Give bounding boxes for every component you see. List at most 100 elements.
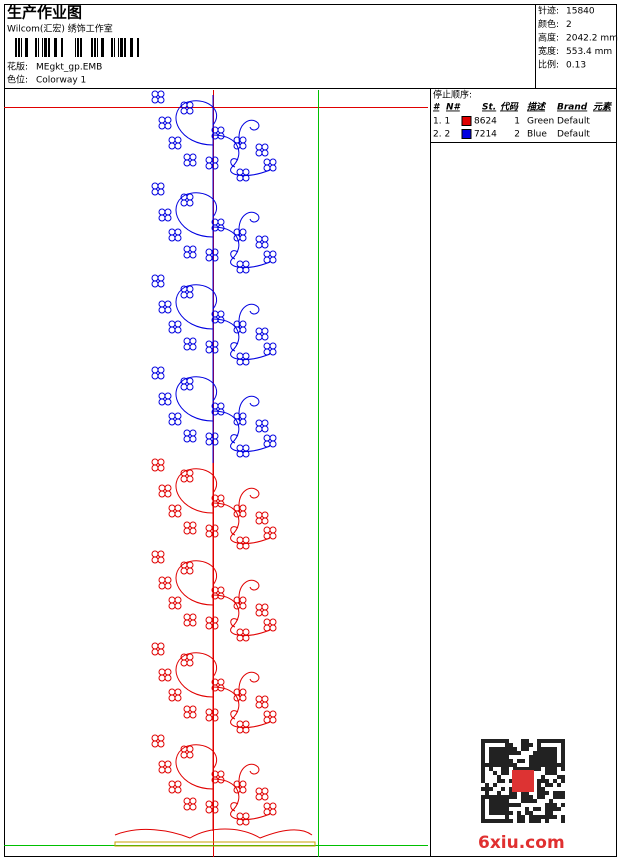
decor: [15, 38, 566, 824]
petal: [168, 504, 176, 512]
barcode-bar: [18, 38, 20, 57]
qr-cell: [537, 779, 541, 783]
qr-cell: [513, 803, 517, 807]
barcode-bar: [77, 38, 79, 57]
petal: [180, 751, 188, 759]
petal: [186, 745, 194, 753]
petal: [255, 609, 263, 617]
petal: [269, 802, 277, 810]
qr-cell: [517, 819, 521, 823]
petal: [186, 561, 194, 569]
petal: [168, 412, 176, 420]
petal: [186, 567, 194, 575]
qr-cell: [525, 795, 529, 799]
petal: [151, 280, 159, 288]
petal: [189, 619, 197, 627]
qr-cell: [557, 795, 561, 799]
stop-title: 停止顺序:: [433, 89, 472, 101]
petal: [242, 358, 250, 366]
qr-cell: [481, 815, 485, 819]
frame: [4, 4, 617, 857]
petal: [217, 126, 225, 134]
barcode-bar: [124, 38, 126, 57]
qr-cell: [489, 747, 493, 751]
qr-cell: [553, 807, 557, 811]
qr-cell: [541, 763, 545, 767]
petal: [239, 142, 247, 150]
qr-cell: [553, 767, 557, 771]
qr-cell: [501, 795, 505, 799]
petal: [242, 174, 250, 182]
qr-cell: [501, 763, 505, 767]
petal: [186, 199, 194, 207]
qr-cell: [529, 811, 533, 815]
qr-cell: [537, 759, 541, 763]
qr-cell: [529, 759, 533, 763]
petal: [211, 162, 219, 170]
qr-cell: [561, 815, 565, 819]
petal: [189, 251, 197, 259]
petal: [261, 517, 269, 525]
petal: [205, 530, 213, 538]
petal: [189, 429, 197, 437]
petal: [217, 402, 225, 410]
qr-cell: [537, 747, 541, 751]
qr-cell: [533, 759, 537, 763]
petal: [164, 582, 172, 590]
qr-cell: [489, 763, 493, 767]
petal: [211, 438, 219, 446]
qr-cell: [525, 747, 529, 751]
qr-cell: [533, 819, 537, 823]
qr-cell: [509, 747, 513, 751]
qr-cell: [505, 763, 509, 767]
qr-cell: [509, 759, 513, 763]
petal: [211, 622, 219, 630]
column-header: N#: [446, 103, 462, 113]
qr-cell: [537, 787, 541, 791]
petal: [269, 434, 277, 442]
qr-cell: [509, 811, 513, 815]
qr-cell: [493, 751, 497, 755]
petal: [263, 624, 271, 632]
petal: [164, 674, 172, 682]
petal: [239, 228, 247, 236]
cell: 2. 2: [433, 130, 450, 140]
qr-cell: [517, 759, 521, 763]
qr-cell: [489, 751, 493, 755]
petal: [269, 808, 277, 816]
petal: [217, 310, 225, 318]
petal: [263, 158, 271, 166]
qr-cell: [545, 815, 549, 819]
qr-cell: [481, 743, 485, 747]
qr-cell: [489, 739, 493, 743]
qr-cell: [485, 819, 489, 823]
petal: [205, 616, 213, 624]
petal: [263, 250, 271, 258]
barcode-bar: [25, 38, 28, 57]
qr-cell: [549, 763, 553, 767]
qr-cell: [549, 811, 553, 815]
petal: [236, 818, 244, 826]
qr-cell: [505, 771, 509, 775]
qr-cell: [493, 799, 497, 803]
petal: [269, 532, 277, 540]
petal: [217, 408, 225, 416]
petal: [239, 326, 247, 334]
petal: [217, 224, 225, 232]
qr-cell: [485, 739, 489, 743]
qr-cell: [541, 815, 545, 819]
petal: [180, 107, 188, 115]
petal: [242, 450, 250, 458]
qr-cell: [493, 811, 497, 815]
petal: [157, 188, 165, 196]
qr-cell: [513, 763, 517, 767]
petal: [183, 797, 191, 805]
qr-cell: [553, 771, 557, 775]
qr-cell: [493, 803, 497, 807]
petal: [174, 418, 182, 426]
qr-cell: [501, 759, 505, 763]
petal: [180, 383, 188, 391]
petal: [255, 149, 263, 157]
vine: [212, 594, 271, 637]
petal: [186, 475, 194, 483]
